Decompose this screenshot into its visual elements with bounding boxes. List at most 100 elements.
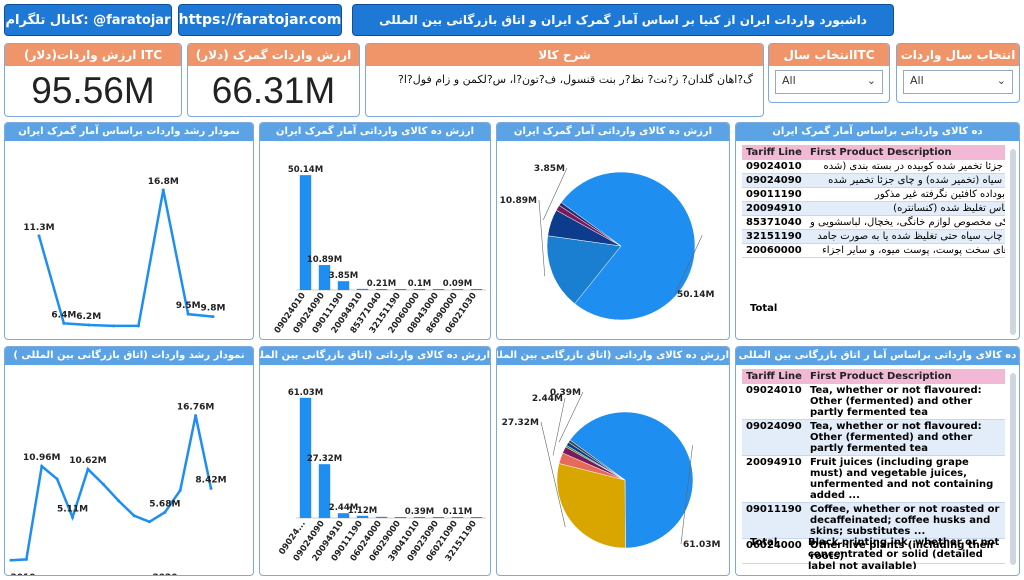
- goods-description-text: گ?اهان گلدان? ز?نت? نظ?ر بنت قنسول، ف?تو…: [398, 73, 753, 86]
- bar: [375, 516, 388, 518]
- pie-slice: [558, 202, 622, 247]
- bar-value-label: 1.12M: [348, 506, 377, 516]
- product-description-cell: مرکب چاپ سیاه حتی تغلیظ شده یا به صورت ج…: [805, 229, 1005, 244]
- data-label: 9.8M: [201, 304, 226, 314]
- data-point: [147, 520, 151, 524]
- telegram-channel-banner[interactable]: کانال تلگرام: @faratojar: [4, 4, 172, 36]
- customs-bar-title: ارزش ده کالای وارداتی آمار گمرک ایران: [260, 123, 490, 141]
- table-row[interactable]: 20094910آب آناناس تغلیظ شده (کنسانتره): [742, 201, 1005, 216]
- table-row[interactable]: 06024000 Other live plants (including the…: [742, 538, 1005, 564]
- chevron-down-icon: ⌄: [866, 74, 876, 87]
- data-point: [117, 499, 121, 503]
- bar-value-label: 0.21M: [367, 279, 396, 289]
- table-row[interactable]: 09024090و)چای سیاه (تخمیر شده) و چای جزئ…: [742, 173, 1005, 188]
- col-product-description[interactable]: First Product Description: [806, 369, 1005, 384]
- customs-pie-title: ارزش ده کالای وارداتی آمار گمرک ایران: [497, 123, 729, 141]
- data-point: [55, 477, 59, 481]
- col-tariff-line[interactable]: Tariff Line: [742, 369, 806, 384]
- table-row[interactable]: 09024010 Tea, whether or not flavoured: O…: [742, 384, 1005, 420]
- bar: [299, 397, 312, 518]
- table-row[interactable]: 09011190 Coffee, whether or not roasted o…: [742, 502, 1005, 539]
- pie-label: 10.89M: [500, 196, 537, 206]
- data-point: [178, 488, 182, 492]
- bar-value-label: 0.09M: [443, 279, 472, 289]
- data-point: [209, 486, 213, 490]
- customs-bar-panel: ارزش ده کالای وارداتی آمار گمرک ایران 50…: [259, 122, 491, 340]
- data-point: [163, 510, 167, 514]
- bar: [470, 517, 483, 518]
- itc-year-dropdown[interactable]: All ⌄: [775, 70, 883, 94]
- itc-table-footer-desc: Black printing ink, whether or not conce…: [808, 537, 1000, 569]
- tariff-code-cell: 20094910: [742, 201, 806, 216]
- itc-top-goods-table: Tariff Line First Product Description 09…: [742, 369, 1005, 564]
- data-point: [37, 234, 41, 238]
- customs-table-scrollbar[interactable]: [1010, 149, 1016, 335]
- col-product-description[interactable]: First Product Description: [805, 145, 1005, 160]
- website-banner[interactable]: https://faratojar.com: [178, 4, 342, 36]
- data-point: [211, 315, 215, 319]
- table-row[interactable]: 09024010و چای جزئا تخمیر شده کوبیده در ب…: [742, 160, 1005, 174]
- itc-table-scrollbar[interactable]: [1010, 373, 1016, 565]
- data-point: [194, 414, 198, 418]
- data-label: 10.96M: [23, 453, 60, 463]
- dashboard-title: داشبورد واردات ایران از کنیا بر اساس آما…: [352, 4, 894, 36]
- bar: [337, 513, 350, 518]
- bar: [394, 517, 407, 518]
- product-description-cell: Coffee, whether or not roasted or decaff…: [806, 502, 1005, 539]
- itc-table-panel: ده کالای وارداتی براساس آما ر اتاق بازرگ…: [735, 346, 1020, 576]
- series-line: [37, 189, 214, 328]
- table-row[interactable]: 09011190قهوه، بوداده کافئین نگرفته غیر م…: [742, 187, 1005, 202]
- table-row[interactable]: 32151190مرکب چاپ سیاه حتی تغلیظ شده یا ب…: [742, 229, 1005, 244]
- itc-year-filter-label: انتخاب سالITC: [769, 44, 889, 66]
- data-point: [62, 321, 66, 325]
- tariff-code-cell: 09024090: [742, 173, 806, 188]
- x-tick-label: 2010: [10, 573, 35, 576]
- pie-leader-line: [674, 234, 703, 295]
- data-label: 9.5M: [176, 301, 201, 311]
- pie-label: 3.85M: [534, 164, 565, 174]
- itc-line-chart: 10.96M 5.11M 10.62M 5.68M 16.76M 8.42M 2010 202…: [9, 403, 227, 576]
- tariff-code-cell: 06024000: [742, 538, 806, 564]
- chevron-down-icon: ⌄: [996, 74, 1006, 87]
- pie-leader-line: [540, 421, 566, 528]
- goods-description-card: شرح کالا گ?اهان گلدان? ز?نت? نظ?ر بنت قن…: [365, 43, 764, 117]
- kpi-itc-label: ارزش واردات(دلار) ITC: [5, 44, 181, 66]
- customs-pie-chart: 50.14M 10.89M 3.85M: [500, 164, 714, 321]
- data-point: [87, 323, 91, 327]
- pie-slice: [569, 411, 694, 549]
- data-point: [24, 557, 28, 561]
- customs-line-panel: نمودار رشد واردات براساس آمار گمرک ایران…: [4, 122, 254, 340]
- pie-label: 2.44M: [532, 394, 563, 404]
- table-row[interactable]: 85371040الکتریکی مخصوص لوازم خانگی، یخچا…: [742, 215, 1005, 230]
- tariff-code-cell: 09024090: [742, 419, 806, 456]
- kpi-itc-card: ارزش واردات(دلار) ITC 95.56M: [4, 43, 182, 117]
- table-row[interactable]: 20060000میوه های سخت پوست، پوست میوه، و …: [742, 243, 1005, 258]
- customs-pie-panel: ارزش ده کالای وارداتی آمار گمرک ایران 50…: [496, 122, 730, 340]
- table-row[interactable]: 20094910 Fruit juices (including grape mu…: [742, 455, 1005, 503]
- x-tick-label: 2020: [152, 573, 177, 576]
- data-label: 16.8M: [148, 177, 179, 187]
- product-description-cell: Tea, whether or not flavoured: Other (fe…: [806, 419, 1005, 456]
- data-point: [161, 188, 165, 192]
- tariff-code-cell: 32151190: [742, 229, 806, 244]
- pie-leader-line: [558, 391, 584, 443]
- customs-bar-chart: 50.14M0902401010.89M090240903.85M0901119…: [273, 165, 486, 335]
- product-description-cell: Other live plants (including their roots…: [806, 538, 1005, 564]
- col-tariff-line[interactable]: Tariff Line: [742, 145, 806, 160]
- bar: [451, 517, 464, 518]
- bar-value-label: 0.39M: [405, 507, 434, 517]
- data-point: [112, 324, 116, 328]
- itc-pie-title: ارزش ده کالای وارداتی (اتاق بازرگانی بین…: [497, 347, 729, 365]
- customs-table-title: ده کالای وارداتی براساس آمار گمرک ایران: [736, 123, 1019, 141]
- data-label: 11.3M: [23, 223, 54, 233]
- import-year-filter-label: انتخاب سال واردات: [897, 44, 1019, 66]
- data-point: [132, 514, 136, 518]
- table-row[interactable]: 09024090 Tea, whether or not flavoured: O…: [742, 419, 1005, 456]
- bar: [470, 289, 483, 290]
- product-description-cell: میوه های سخت پوست، پوست میوه، و سایر اجز…: [805, 243, 1005, 258]
- import-year-dropdown[interactable]: All ⌄: [903, 70, 1013, 94]
- import-year-filter: انتخاب سال واردات All ⌄: [896, 43, 1020, 103]
- product-description-cell: Tea, whether or not flavoured: Other (fe…: [806, 384, 1005, 420]
- pie-slice: [568, 439, 626, 481]
